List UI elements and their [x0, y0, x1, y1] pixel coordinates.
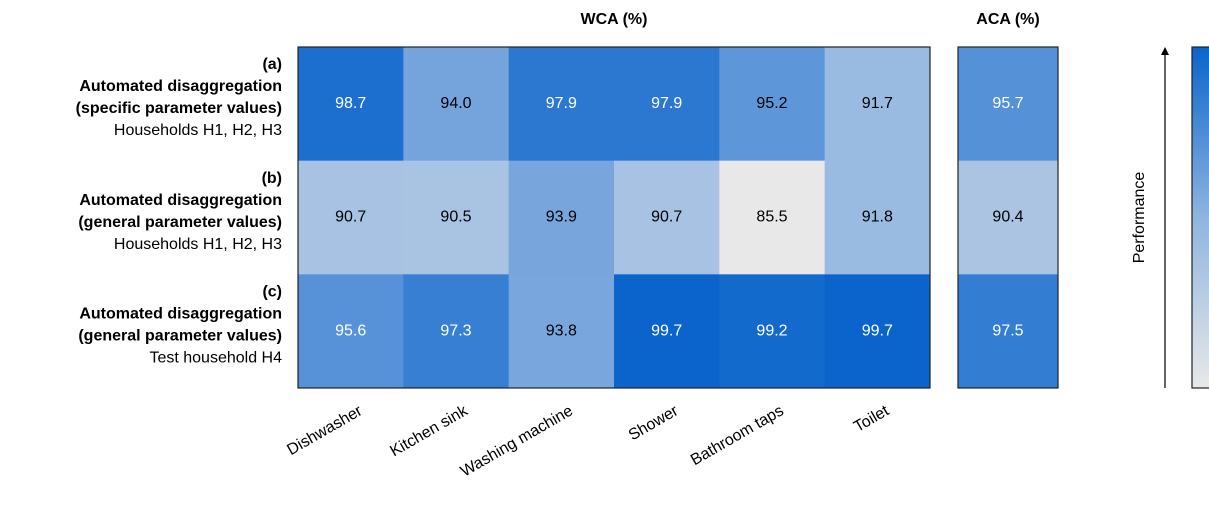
cell-label: 90.4 [992, 209, 1023, 226]
heat-cell [508, 47, 615, 162]
heat-cell [298, 160, 404, 275]
heat-cell [958, 47, 1059, 162]
row-label: (b) [262, 170, 282, 187]
chart-title: WCA (%) [581, 11, 648, 28]
x-tick-label: Shower [626, 402, 682, 444]
row-label: Automated disaggregation [79, 192, 282, 209]
heat-cell [403, 47, 510, 162]
cell-label: 90.7 [335, 209, 366, 226]
x-tick-label: Bathroom taps [688, 402, 787, 469]
row-label: Households H1, H2, H3 [114, 236, 282, 253]
heat-cell [508, 274, 615, 389]
row-label: Test household H4 [149, 350, 282, 367]
x-tick-label: Dishwasher [284, 402, 365, 459]
arrow-head [1161, 47, 1169, 55]
row-label: (general parameter values) [78, 328, 282, 345]
heat-cell [958, 160, 1059, 275]
cell-label: 99.2 [756, 322, 787, 339]
colorbar [1191, 46, 1209, 389]
row-label: (c) [262, 284, 282, 301]
cell-label: 97.5 [992, 322, 1023, 339]
row-label: (a) [262, 56, 282, 73]
heat-cell [719, 47, 826, 162]
cell-label: 90.7 [651, 209, 682, 226]
cell-label: 97.9 [546, 95, 577, 112]
heat-cell [403, 160, 510, 275]
heat-cell [403, 274, 510, 389]
colorbar-label: Performance [1131, 172, 1148, 264]
row-label: (general parameter values) [78, 214, 282, 231]
cell-label: 91.7 [862, 95, 893, 112]
cell-label: 97.9 [651, 95, 682, 112]
row-label: (specific parameter values) [76, 100, 282, 117]
heat-cell [719, 274, 826, 389]
chart-title: ACA (%) [976, 11, 1039, 28]
row-label: Automated disaggregation [79, 306, 282, 323]
cell-label: 95.2 [756, 95, 787, 112]
cell-label: 93.9 [546, 209, 577, 226]
heat-cell [719, 160, 826, 275]
heat-cell [824, 160, 931, 275]
x-tick-label: Toilet [851, 402, 892, 436]
frame [297, 46, 931, 389]
heat-cell [614, 274, 720, 389]
cell-label: 98.7 [335, 95, 366, 112]
x-tick-label: Washing machine [458, 402, 576, 480]
cell-label: 95.7 [992, 95, 1023, 112]
cell-label: 99.7 [862, 322, 893, 339]
heat-cell [508, 160, 615, 275]
cell-label: 97.3 [440, 322, 471, 339]
heat-cell [298, 47, 404, 162]
cell-label: 91.8 [862, 209, 893, 226]
cell-label: 85.5 [756, 209, 787, 226]
cell-label: 95.6 [335, 322, 366, 339]
cell-label: 90.5 [440, 209, 471, 226]
cell-label: 94.0 [440, 95, 471, 112]
heat-cell [958, 274, 1059, 389]
cell-label: 93.8 [546, 322, 577, 339]
row-label: Households H1, H2, H3 [114, 122, 282, 139]
heat-cell [614, 47, 720, 162]
x-tick-label: Kitchen sink [387, 402, 471, 460]
heat-cell [824, 274, 931, 389]
frame [957, 46, 1059, 389]
row-label: Automated disaggregation [79, 78, 282, 95]
heat-cell [824, 47, 931, 162]
cell-label: 99.7 [651, 322, 682, 339]
heat-cell [298, 274, 404, 389]
heat-cell [614, 160, 720, 275]
